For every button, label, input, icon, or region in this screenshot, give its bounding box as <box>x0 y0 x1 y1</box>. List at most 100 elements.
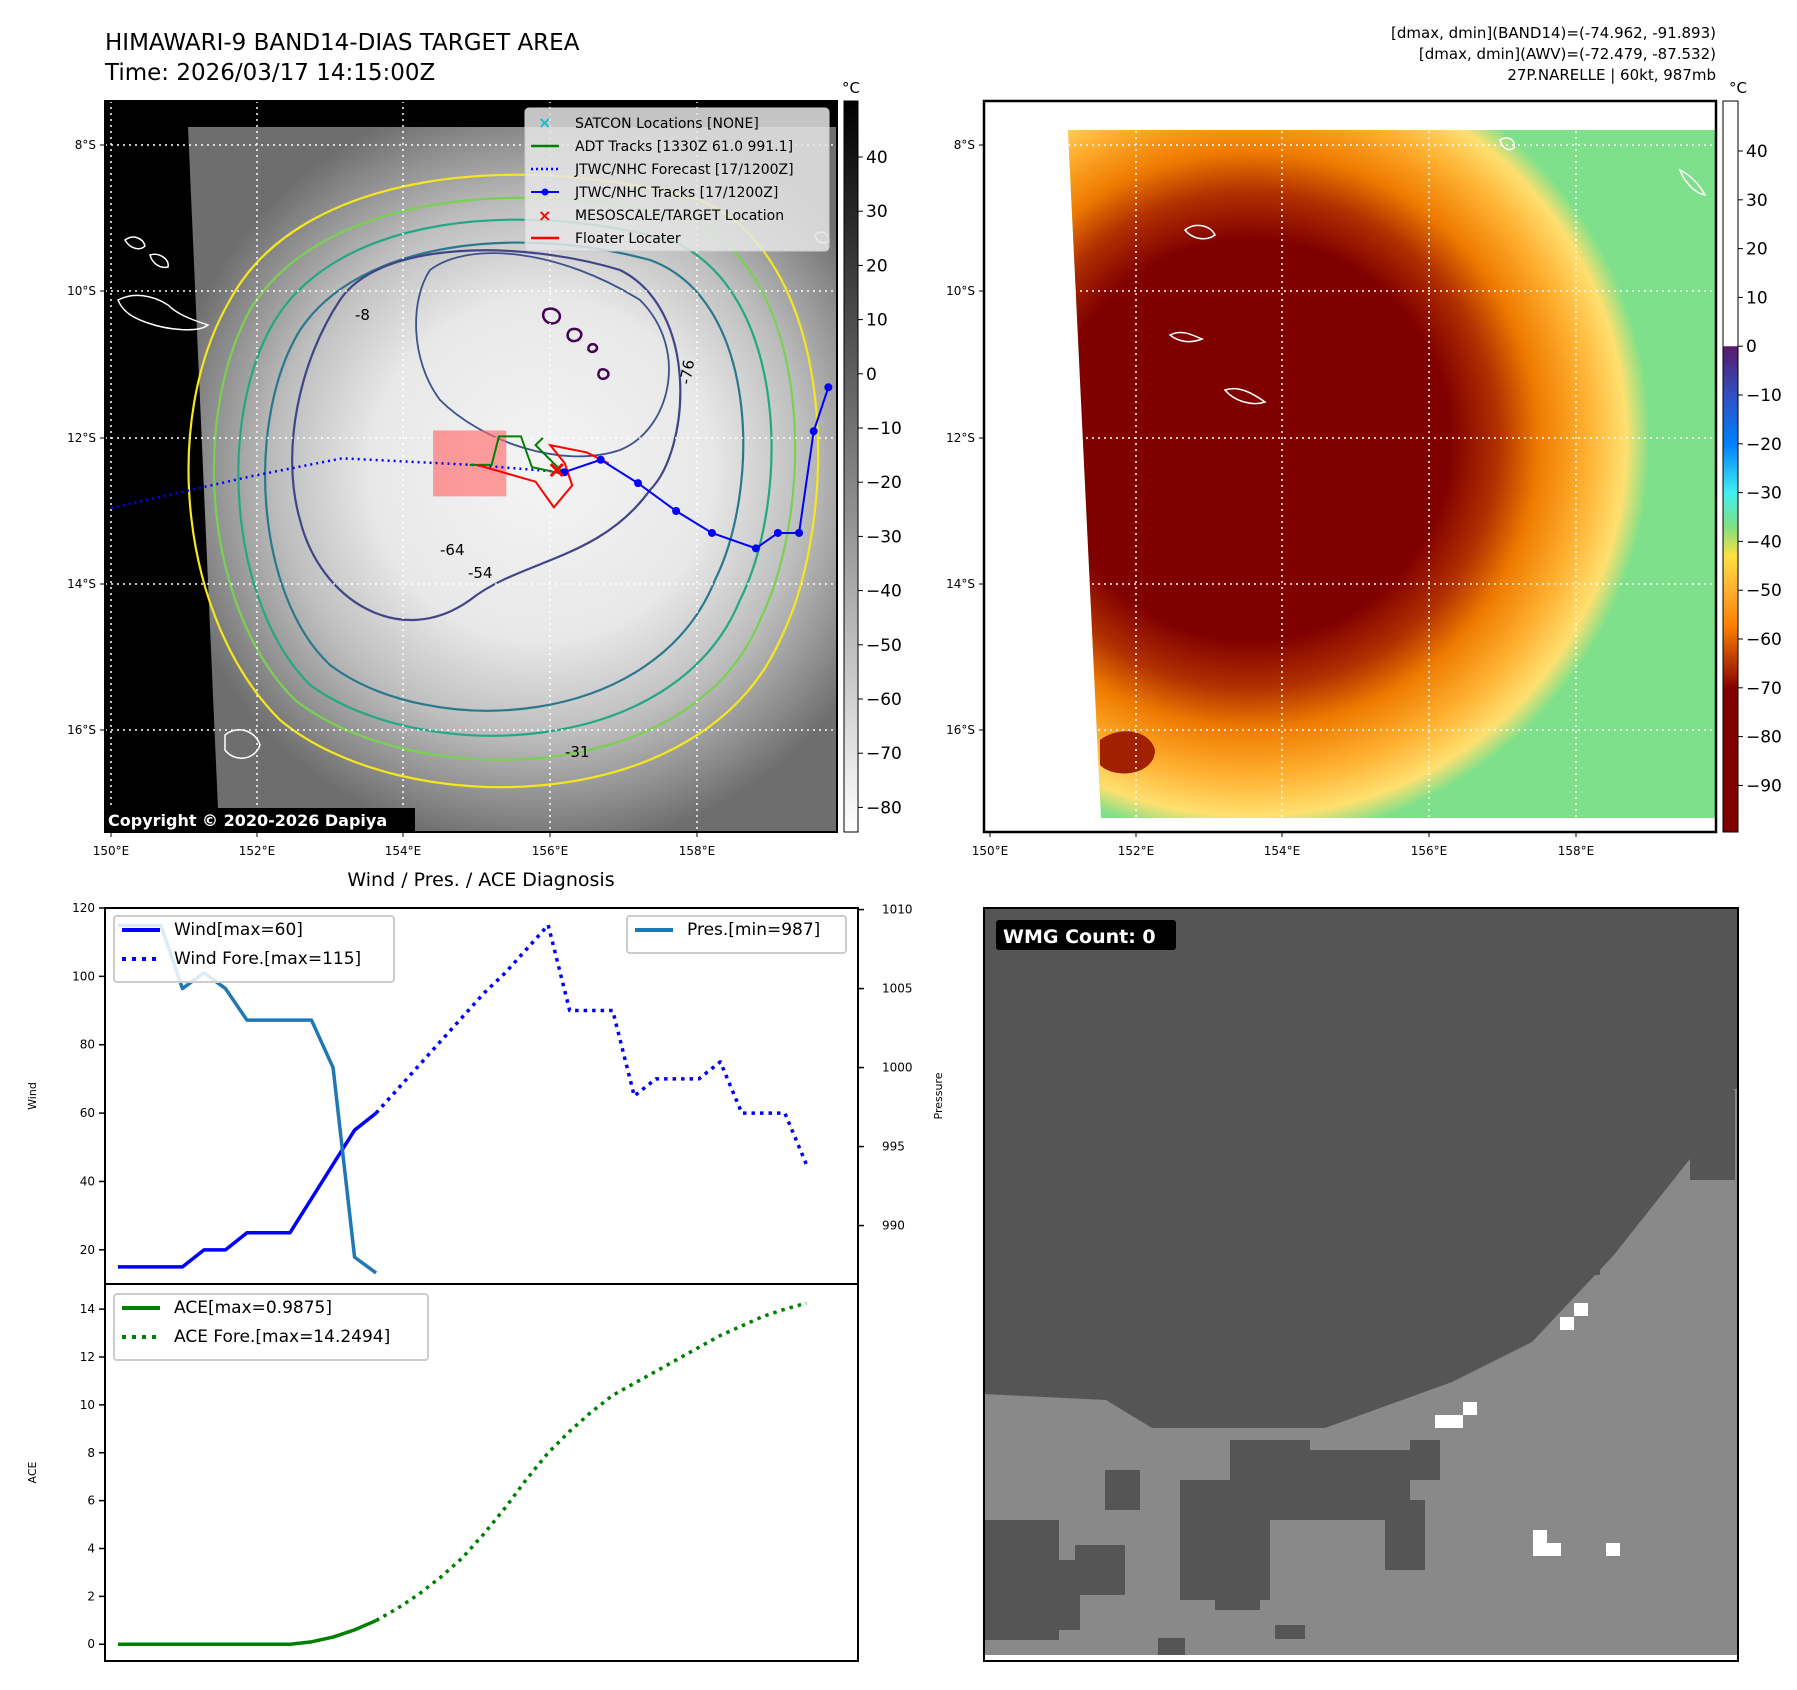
y2-tick-label: 990 <box>882 1219 905 1233</box>
awv-cold-patch <box>1100 731 1155 774</box>
info-storm: 27P.NARELLE | 60kt, 987mb <box>1507 66 1716 84</box>
wmg-white-cells <box>1435 1303 1620 1556</box>
y-tick-label: 2 <box>87 1589 95 1603</box>
band14-map: -76 -54 -64 -31 -8 Copyright © 2020-2026… <box>105 101 837 832</box>
y-tick-label: 8 <box>87 1446 95 1460</box>
wmg-dark-blocks <box>984 1090 1735 1656</box>
figure-title: HIMAWARI-9 BAND14-DIAS TARGET AREA <box>105 30 580 56</box>
colorbar-tick-label: −40 <box>1746 532 1782 552</box>
legend-label: ACE Fore.[max=14.2494] <box>174 1327 390 1347</box>
awv-map <box>984 101 1716 832</box>
jtwc-track-point <box>773 528 782 537</box>
band14-colorbar-unit: °C <box>842 79 860 97</box>
legend-label-adt: ADT Tracks [1330Z 61.0 991.1] <box>575 139 793 155</box>
lat-tick-label: 16°S <box>67 723 96 737</box>
floater-line <box>476 443 610 509</box>
lon-tick-label: 152°E <box>239 844 276 858</box>
info-band14: [dmax, dmin](BAND14)=(-74.962, -91.893) <box>1391 24 1716 42</box>
colorbar-tick-label: 40 <box>1746 142 1768 162</box>
y-tick-label: 10 <box>80 1398 95 1412</box>
y-axis-label: Wind <box>26 1082 39 1110</box>
lat-tick-label: 8°S <box>75 138 96 152</box>
map-legend: × × SATCON Locations [NONE] ADT Tracks [… <box>524 107 830 252</box>
figure-time: Time: 2026/03/17 14:15:00Z <box>104 60 435 86</box>
colorbar-tick-label: −10 <box>866 419 902 439</box>
temperature-contours <box>187 173 820 789</box>
contour-label: -76 <box>676 358 698 385</box>
legend-label-forecast: JTWC/NHC Forecast [17/1200Z] <box>574 162 794 178</box>
series-line-0 <box>117 1111 378 1269</box>
lat-tick-label: 14°S <box>946 577 975 591</box>
colorbar-tick-label: 0 <box>866 365 877 385</box>
satellite-image <box>188 127 837 832</box>
adt-track-line <box>469 435 568 477</box>
contour-label: -31 <box>565 743 590 761</box>
contour-label: -54 <box>468 564 493 582</box>
colorbar-tick-label: −20 <box>866 473 902 493</box>
grid-lines <box>984 101 1716 832</box>
jtwc-track-point <box>795 528 804 537</box>
band14-map-frame <box>104 100 838 833</box>
jtwc-track-line <box>563 386 830 550</box>
y-tick-label: 60 <box>80 1106 95 1120</box>
jtwc-forecast-line <box>110 457 565 510</box>
series-line-1 <box>375 1301 807 1623</box>
series-line-0 <box>117 1618 377 1646</box>
colorbar-tick-label: 0 <box>1746 337 1757 357</box>
colorbar-tick-label: 10 <box>866 311 888 331</box>
awv-colorbar-unit: °C <box>1729 79 1747 97</box>
lat-tick-label: 12°S <box>946 431 975 445</box>
awv-heat <box>1068 130 1716 818</box>
target-marker-icon: × <box>538 206 551 225</box>
satcon-marker-icon: × <box>538 113 551 132</box>
y-tick-label: 14 <box>80 1302 95 1316</box>
lat-tick-label: 16°S <box>946 723 975 737</box>
colorbar-tick-label: 20 <box>1746 240 1768 260</box>
contour-label: -64 <box>440 541 465 559</box>
copyright: Copyright © 2020-2026 Dapiya <box>108 811 387 830</box>
lat-tick-label: 12°S <box>67 431 96 445</box>
lon-tick-label: 152°E <box>1118 844 1155 858</box>
wmg-light-region <box>984 1089 1738 1661</box>
lon-tick-label: 156°E <box>532 844 569 858</box>
y-tick-label: 0 <box>87 1637 95 1651</box>
colorbar-tick-label: −50 <box>1746 581 1782 601</box>
copyright-background <box>105 808 415 832</box>
colorbar-tick-label: 20 <box>866 256 888 276</box>
y-tick-label: 20 <box>80 1243 95 1257</box>
y-tick-label: 12 <box>80 1350 95 1364</box>
legend-label-tracks: JTWC/NHC Tracks [17/1200Z] <box>574 185 778 201</box>
legend-label: Wind Fore.[max=115] <box>174 949 361 969</box>
y2-tick-label: 1010 <box>882 903 913 917</box>
lon-tick-label: 150°E <box>93 844 130 858</box>
track-dot-icon <box>541 188 549 196</box>
legend-label-target: MESOSCALE/TARGET Location <box>575 208 784 224</box>
y-tick-label: 100 <box>72 969 95 983</box>
wmg-label-background <box>996 920 1176 950</box>
band14-colorbar <box>843 100 859 833</box>
colorbar-tick-label: −20 <box>1746 435 1782 455</box>
colorbar-tick-label: −80 <box>1746 728 1782 748</box>
contour-label: -8 <box>355 306 370 324</box>
lat-tick-label: 14°S <box>67 577 96 591</box>
legend-label-floater: Floater Locater <box>575 231 681 247</box>
colorbar-tick-label: −80 <box>866 798 902 818</box>
lon-tick-label: 158°E <box>679 844 716 858</box>
y-axis-label: ACE <box>26 1461 39 1483</box>
colorbar-tick-label: 30 <box>1746 191 1768 211</box>
y-tick-label: 4 <box>87 1541 95 1555</box>
wmg-panel <box>984 908 1738 1661</box>
y2-tick-label: 1000 <box>882 1061 913 1075</box>
jtwc-track-point <box>824 383 833 392</box>
colorbar-tick-label: −70 <box>1746 679 1782 699</box>
y-tick-label: 120 <box>72 901 95 915</box>
colorbar-tick-label: 30 <box>866 202 888 222</box>
colorbar-tick-label: 10 <box>1746 288 1768 308</box>
wmg-count-label: WMG Count: 0 <box>1003 926 1156 948</box>
jtwc-track-point <box>809 427 818 436</box>
wmg-frame <box>983 907 1739 1662</box>
colorbar-tick-label: −60 <box>866 690 902 710</box>
y-tick-label: 6 <box>87 1494 95 1508</box>
lat-tick-label: 10°S <box>946 284 975 298</box>
colorbar-tick-label: 40 <box>866 148 888 168</box>
